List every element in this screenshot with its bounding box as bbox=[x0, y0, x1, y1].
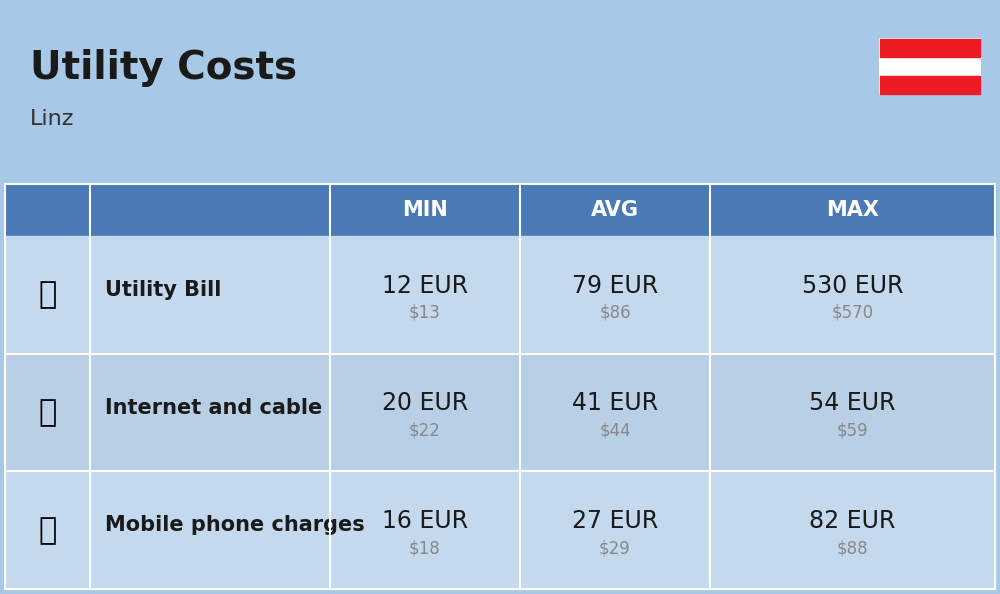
Text: $18: $18 bbox=[409, 539, 441, 557]
Text: $13: $13 bbox=[409, 304, 441, 322]
Text: 20 EUR: 20 EUR bbox=[382, 391, 468, 415]
Text: $29: $29 bbox=[599, 539, 631, 557]
Text: 27 EUR: 27 EUR bbox=[572, 509, 658, 533]
Text: 82 EUR: 82 EUR bbox=[809, 509, 896, 533]
Bar bbox=[5, 184, 995, 236]
Text: Mobile phone charges: Mobile phone charges bbox=[105, 515, 365, 535]
Text: MAX: MAX bbox=[826, 200, 879, 220]
Text: 79 EUR: 79 EUR bbox=[572, 274, 658, 298]
Bar bbox=[5, 184, 995, 589]
Bar bbox=[880, 39, 980, 58]
Text: 41 EUR: 41 EUR bbox=[572, 391, 658, 415]
Text: 530 EUR: 530 EUR bbox=[802, 274, 903, 298]
Text: Internet and cable: Internet and cable bbox=[105, 397, 322, 418]
Text: 📶: 📶 bbox=[38, 398, 57, 427]
Text: 12 EUR: 12 EUR bbox=[382, 274, 468, 298]
Bar bbox=[5, 236, 995, 353]
Text: AVG: AVG bbox=[591, 200, 639, 220]
FancyBboxPatch shape bbox=[879, 38, 981, 95]
Text: $88: $88 bbox=[837, 539, 868, 557]
Text: Utility Bill: Utility Bill bbox=[105, 280, 221, 300]
Text: $59: $59 bbox=[837, 422, 868, 440]
Text: 16 EUR: 16 EUR bbox=[382, 509, 468, 533]
Text: $22: $22 bbox=[409, 422, 441, 440]
Bar bbox=[5, 353, 995, 471]
Text: $570: $570 bbox=[831, 304, 874, 322]
Text: MIN: MIN bbox=[402, 200, 448, 220]
Text: $44: $44 bbox=[599, 422, 631, 440]
Text: 🔌: 🔌 bbox=[38, 280, 57, 309]
Bar bbox=[880, 75, 980, 94]
Text: Utility Costs: Utility Costs bbox=[30, 49, 297, 87]
Text: 📱: 📱 bbox=[38, 516, 57, 545]
Bar bbox=[5, 471, 995, 589]
Text: 54 EUR: 54 EUR bbox=[809, 391, 896, 415]
Text: Linz: Linz bbox=[30, 109, 74, 129]
Text: $86: $86 bbox=[599, 304, 631, 322]
